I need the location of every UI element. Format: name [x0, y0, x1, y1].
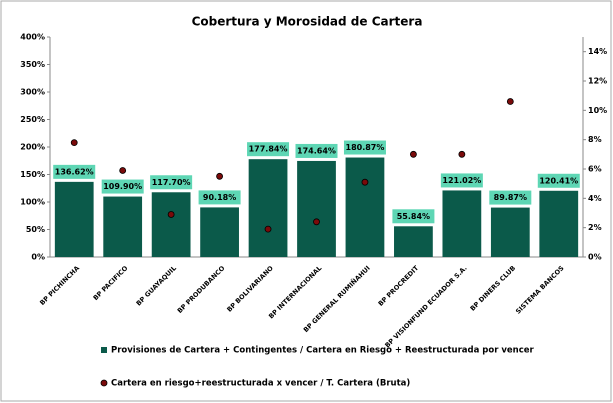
data-label-box [489, 190, 532, 205]
y-tick-label: 150% [20, 170, 45, 179]
dot [458, 150, 466, 158]
bar [442, 190, 482, 257]
data-label: 121.02% [442, 176, 481, 185]
data-label: 90.18% [203, 193, 236, 202]
data-label-box [247, 142, 290, 157]
data-label-box [392, 209, 435, 224]
legend-swatch [101, 347, 107, 353]
dot [361, 178, 369, 186]
dot [264, 225, 272, 233]
dot [506, 98, 514, 105]
bar [54, 181, 94, 257]
y-tick-label: 250% [20, 115, 45, 124]
y2-tick-label: 0% [588, 253, 602, 262]
data-label: 174.64% [297, 146, 336, 155]
dot [119, 167, 127, 174]
dot [410, 150, 417, 158]
y2-tick-label: 10% [588, 106, 607, 115]
bar [345, 157, 385, 257]
bar [394, 226, 433, 257]
dot [216, 172, 223, 180]
y2-tick-label: 12% [588, 77, 607, 86]
y2-tick-label: 2% [588, 223, 602, 232]
dot [70, 139, 78, 147]
data-label-box [150, 175, 193, 190]
data-label-box [295, 143, 338, 158]
dot [313, 218, 320, 226]
y2-tick-label: 6% [588, 165, 602, 174]
bar [297, 160, 336, 257]
data-label: 89.87% [494, 193, 527, 202]
data-label: 177.84% [249, 145, 288, 154]
y-tick-label: 0% [31, 253, 45, 262]
data-label-box [101, 179, 144, 194]
y-tick-label: 400% [20, 33, 45, 42]
y-tick-label: 100% [20, 198, 45, 207]
y-tick-label: 300% [20, 88, 45, 97]
data-label: 136.62% [55, 167, 94, 176]
data-label-box [198, 190, 241, 205]
legend-label: Cartera en riesgo+reestructurada x vence… [111, 379, 410, 389]
data-label: 55.84% [397, 212, 430, 221]
bar [539, 190, 579, 257]
legend-swatch [100, 379, 108, 387]
y-tick-label: 350% [20, 60, 45, 69]
y2-tick-label: 4% [588, 194, 602, 203]
data-label: 117.70% [152, 178, 191, 187]
bar [103, 196, 143, 257]
dot [167, 211, 175, 218]
legend-label: Provisiones de Cartera + Contingentes / … [111, 346, 535, 356]
y-tick-label: 50% [26, 225, 45, 234]
bar [490, 207, 530, 257]
bar [248, 159, 288, 257]
data-label: 120.41% [539, 176, 578, 185]
y-tick-label: 200% [20, 143, 45, 152]
bar [151, 192, 191, 257]
data-label-box [343, 140, 386, 155]
data-label-box [53, 164, 96, 179]
data-label-box [440, 173, 483, 188]
data-label: 109.90% [103, 182, 142, 191]
data-label-box [537, 173, 580, 188]
y2-tick-label: 8% [588, 135, 602, 144]
data-label: 180.87% [346, 143, 385, 152]
y2-tick-label: 14% [588, 47, 607, 56]
chart-title: Cobertura y Morosidad de Cartera [192, 15, 423, 29]
bar [200, 207, 239, 257]
